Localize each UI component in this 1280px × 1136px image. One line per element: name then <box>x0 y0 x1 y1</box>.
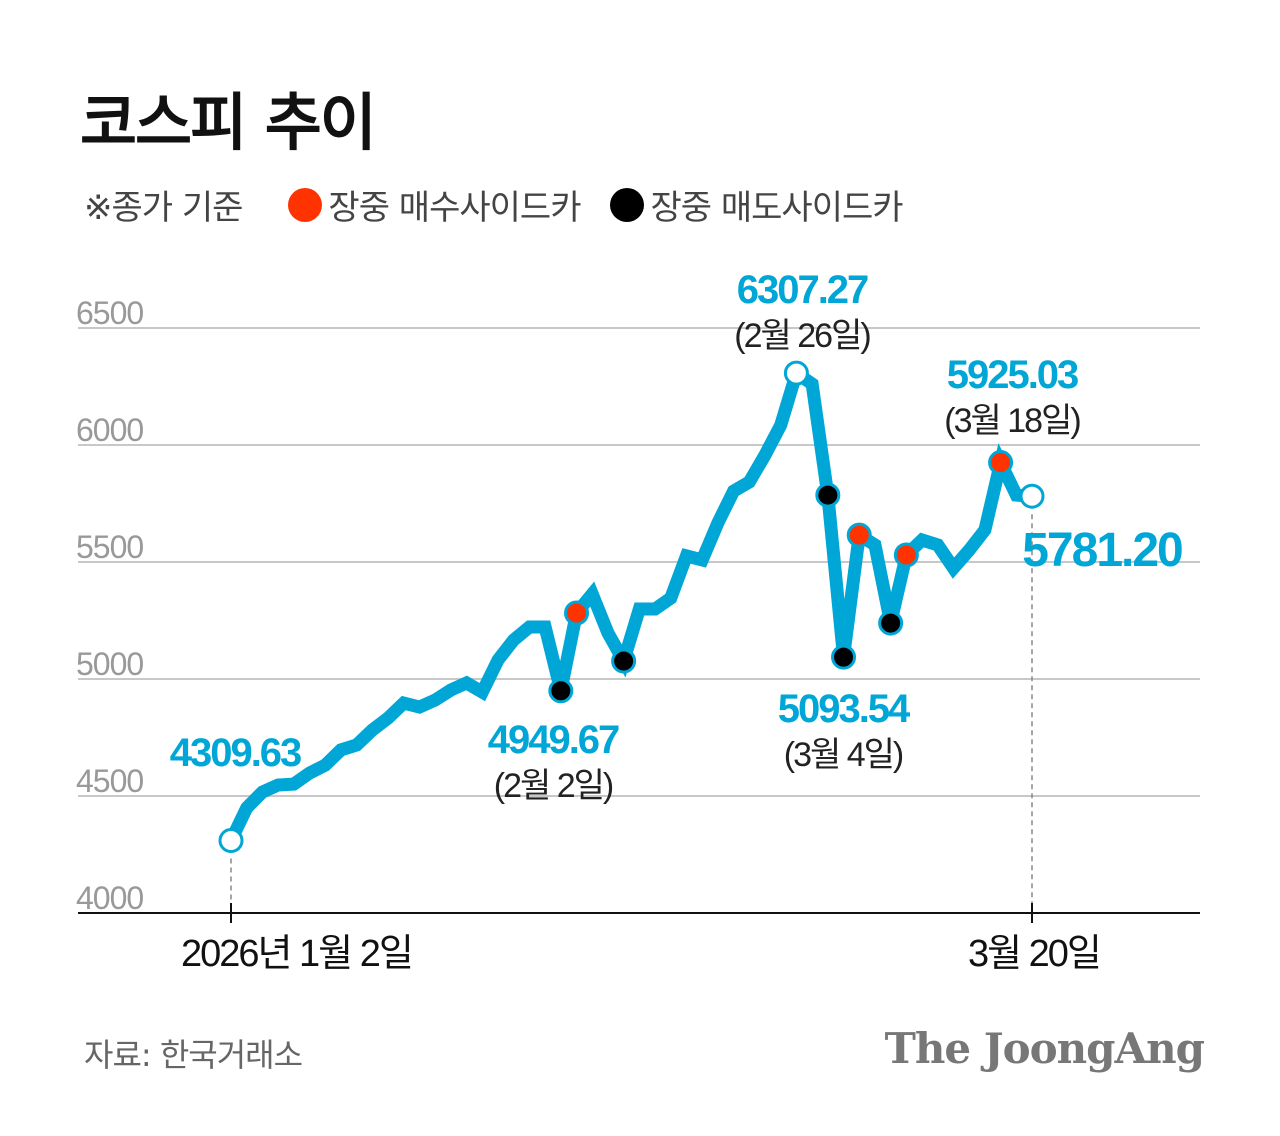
buy-sidecar-marker <box>988 450 1014 476</box>
buy-sidecar-marker <box>846 522 872 548</box>
open-point-marker <box>218 828 244 854</box>
black-dot-icon <box>610 187 645 222</box>
source: 자료: 한국거래소 <box>84 1036 303 1074</box>
date-label: (2월 26일) <box>734 317 870 355</box>
legend-label: 장중 매수사이드카 <box>328 188 581 228</box>
x-tick-label: 2026년 1월 2일 <box>181 933 412 975</box>
value-label: 5093.54 <box>778 687 911 731</box>
legend-label: 장중 매도사이드카 <box>650 188 903 228</box>
y-tick-label: 6000 <box>76 412 143 448</box>
y-tick-label: 4500 <box>76 763 143 799</box>
buy-sidecar-marker <box>564 600 590 626</box>
open-point-marker <box>783 360 809 386</box>
y-tick-label: 4000 <box>76 880 143 916</box>
legend-item-buy-sidecar: 장중 매수사이드카 <box>288 180 581 229</box>
date-label: (3월 4일) <box>784 736 903 774</box>
chart-title: 코스피 추이 <box>80 86 377 159</box>
kospi-line <box>224 362 1039 848</box>
value-label: 4309.63 <box>170 731 301 775</box>
red-dot-icon <box>288 187 323 222</box>
buy-sidecar-marker <box>893 542 919 568</box>
date-label: (3월 18일) <box>944 402 1080 440</box>
value-label: 6307.27 <box>737 268 868 312</box>
sell-sidecar-marker <box>815 482 841 508</box>
logo: The JoongAng <box>884 1024 1205 1073</box>
legend-item-sell-sidecar: 장중 매도사이드카 <box>610 180 904 229</box>
open-point-marker <box>1019 483 1045 509</box>
y-tick-label: 5000 <box>76 646 143 682</box>
sell-sidecar-marker <box>831 644 857 670</box>
closing-price-note: ※종가 기준 <box>84 188 243 228</box>
y-tick-label: 6500 <box>76 295 143 331</box>
sell-sidecar-marker <box>548 678 574 704</box>
date-label: (2월 2일) <box>494 767 613 805</box>
y-tick-label: 5500 <box>76 529 143 565</box>
value-label: 5925.03 <box>947 353 1078 397</box>
value-label: 5781.20 <box>1022 524 1182 577</box>
legend: ※종가 기준 장중 매수사이드카 장중 매도사이드카 <box>84 180 904 229</box>
sell-sidecar-marker <box>878 610 904 636</box>
sell-sidecar-marker <box>611 648 637 674</box>
x-tick-label: 3월 20일 <box>968 933 1100 975</box>
value-label: 4949.67 <box>488 718 619 762</box>
